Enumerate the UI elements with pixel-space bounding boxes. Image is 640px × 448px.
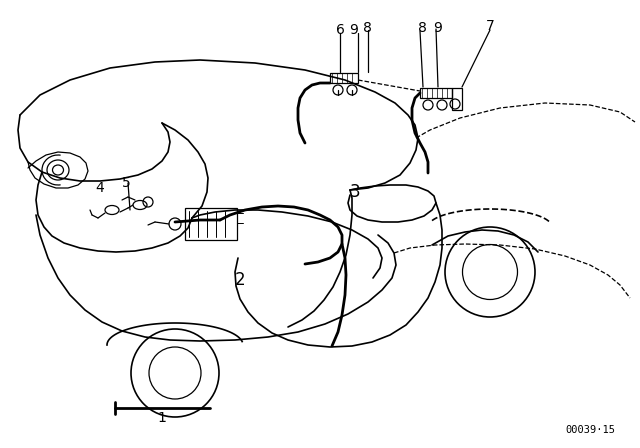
Text: 4: 4 xyxy=(95,181,104,195)
Text: 9: 9 xyxy=(433,21,442,35)
Text: 5: 5 xyxy=(122,176,131,190)
Text: 8: 8 xyxy=(363,21,371,35)
Text: 6: 6 xyxy=(335,23,344,37)
Text: 7: 7 xyxy=(486,19,494,33)
Text: 1: 1 xyxy=(157,411,166,425)
Text: 2: 2 xyxy=(235,271,245,289)
Text: 3: 3 xyxy=(349,183,360,201)
Bar xyxy=(420,88,452,98)
Text: 8: 8 xyxy=(417,21,426,35)
Bar xyxy=(452,88,462,110)
Bar xyxy=(330,73,358,83)
Bar xyxy=(185,208,237,240)
Text: 00039·15: 00039·15 xyxy=(565,425,615,435)
Text: 9: 9 xyxy=(349,23,358,37)
